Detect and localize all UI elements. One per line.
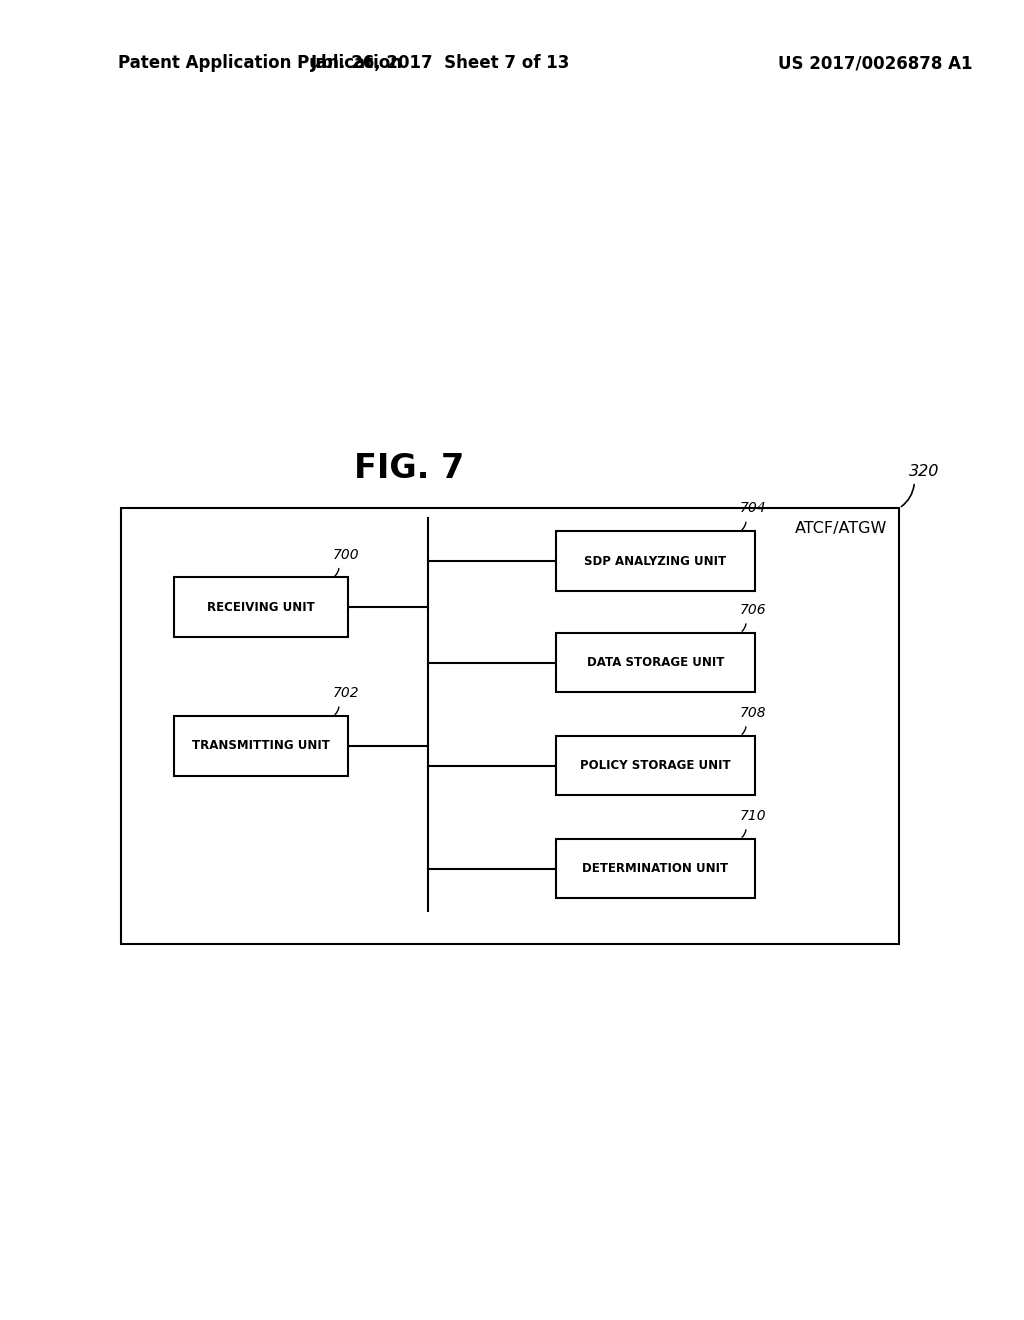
- Text: US 2017/0026878 A1: US 2017/0026878 A1: [778, 54, 973, 73]
- FancyBboxPatch shape: [174, 577, 348, 636]
- Text: DETERMINATION UNIT: DETERMINATION UNIT: [583, 862, 728, 875]
- Text: 700: 700: [333, 548, 359, 562]
- Text: 702: 702: [333, 686, 359, 700]
- Text: SDP ANALYZING UNIT: SDP ANALYZING UNIT: [585, 554, 726, 568]
- Text: 710: 710: [739, 809, 767, 824]
- Text: RECEIVING UNIT: RECEIVING UNIT: [207, 601, 315, 614]
- Text: TRANSMITTING UNIT: TRANSMITTING UNIT: [193, 739, 330, 752]
- Text: 704: 704: [739, 502, 767, 516]
- Text: 320: 320: [909, 465, 940, 479]
- FancyBboxPatch shape: [555, 737, 756, 795]
- Text: ATCF/ATGW: ATCF/ATGW: [795, 521, 887, 536]
- FancyBboxPatch shape: [174, 715, 348, 776]
- FancyBboxPatch shape: [555, 840, 756, 898]
- Text: DATA STORAGE UNIT: DATA STORAGE UNIT: [587, 656, 724, 669]
- FancyBboxPatch shape: [555, 531, 756, 591]
- FancyBboxPatch shape: [121, 508, 899, 944]
- Text: FIG. 7: FIG. 7: [354, 451, 465, 486]
- Text: 708: 708: [739, 706, 767, 721]
- FancyBboxPatch shape: [555, 634, 756, 692]
- Text: POLICY STORAGE UNIT: POLICY STORAGE UNIT: [580, 759, 731, 772]
- Text: Patent Application Publication: Patent Application Publication: [118, 54, 401, 73]
- Text: Jan. 26, 2017  Sheet 7 of 13: Jan. 26, 2017 Sheet 7 of 13: [310, 54, 570, 73]
- Text: 706: 706: [739, 603, 767, 618]
